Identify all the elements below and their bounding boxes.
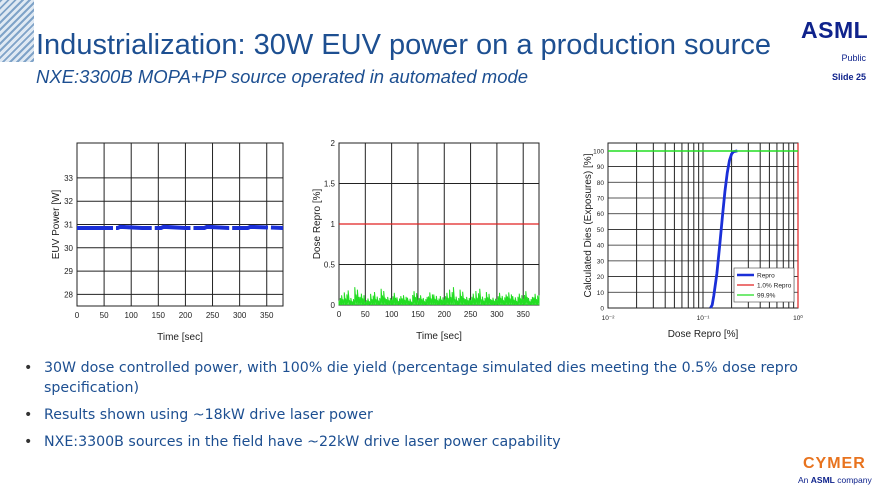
x-tick-label: 150	[152, 311, 166, 320]
y-tick-label: 1.5	[324, 180, 336, 189]
x-tick-label: 0	[337, 310, 342, 319]
dose-noise-series	[338, 287, 540, 306]
y-tick-label: 2	[331, 139, 336, 148]
y-tick-label: 28	[64, 290, 73, 299]
x-tick-label: 50	[100, 311, 109, 320]
x-axis-label: Time [sec]	[416, 331, 462, 342]
page-subtitle: NXE:3300B MOPA+PP source operated in aut…	[36, 66, 529, 87]
y-tick-label: 90	[597, 164, 605, 171]
dies-cdf-chart: 10⁻² 10⁻¹ 10⁰ 0 10 20 30 40 50 60 70 80 90 100 Repro 1.…	[583, 142, 803, 340]
y-tick-label: 32	[64, 197, 73, 206]
y-tick-label: 80	[597, 180, 605, 187]
bullet-text: 30W dose controlled power, with 100% die…	[44, 360, 798, 396]
power-series-line	[77, 224, 284, 230]
bullet-dot: •	[24, 407, 33, 423]
classification-label: Public	[841, 53, 866, 63]
y-axis-label: Calculated Dies (Exposures) [%]	[583, 153, 594, 297]
legend-label: Repro	[757, 273, 775, 280]
x-tick-label: 350	[260, 311, 274, 320]
plot-frame	[76, 142, 284, 307]
y-tick-label: 30	[64, 244, 73, 253]
bullet-item: • 30W dose controlled power, with 100% di…	[24, 358, 804, 398]
x-tick-label: 200	[179, 311, 193, 320]
y-tick-label: 10	[597, 290, 605, 297]
y-tick-label: 0.5	[324, 261, 336, 270]
legend-label: 1.0% Repro	[757, 283, 792, 290]
series-line-0	[709, 149, 738, 309]
bullet-dot: •	[24, 360, 33, 376]
dose-repro-chart: 0 50 100 150 200 250 300 350 0 0.5 1 1.5 2 Time [sec]…	[312, 139, 540, 342]
x-tick-label: 150	[411, 310, 425, 319]
page-title: Industrialization: 30W EUV power on a pr…	[36, 29, 772, 61]
x-tick-label: 250	[464, 310, 478, 319]
x-tick-label: 0	[75, 311, 80, 320]
corner-stripe-decoration	[0, 0, 34, 62]
x-tick-label: 300	[490, 310, 504, 319]
y-tick-label: 0	[331, 301, 336, 310]
y-tick-label: 100	[593, 148, 604, 155]
asml-logo: ASML	[801, 17, 869, 43]
x-tick-label: 250	[206, 311, 220, 320]
y-tick-label: 20	[597, 274, 605, 281]
cymer-tagline: An ASML company	[798, 475, 872, 485]
slide-number: Slide 25	[831, 72, 866, 82]
y-tick-label: 33	[64, 174, 73, 183]
x-tick-label: 10⁰	[793, 314, 803, 322]
bullet-text: NXE:3300B sources in the field have ~22k…	[44, 434, 561, 450]
bullet-text: Results shown using ~18kW drive laser po…	[44, 407, 373, 423]
x-tick-label: 200	[438, 310, 452, 319]
y-tick-label: 50	[597, 227, 605, 234]
bullet-dot: •	[24, 434, 33, 450]
y-axis-label: Dose Repro [%]	[312, 188, 323, 259]
bullet-item: • Results shown using ~18kW drive laser p…	[24, 405, 804, 425]
x-tick-label: 50	[361, 310, 370, 319]
x-tick-label: 10⁻²	[602, 315, 616, 322]
x-tick-label: 100	[385, 310, 399, 319]
y-tick-label: 1	[331, 220, 336, 229]
x-axis-label: Time [sec]	[157, 332, 203, 343]
euv-power-chart: 0 50 100 150 200 250 300 350 28 29 30 31 32 33 Time [s…	[51, 142, 284, 343]
cymer-tagline-prefix: An	[798, 475, 809, 485]
y-tick-label: 70	[597, 196, 605, 203]
x-tick-label: 10⁻¹	[697, 315, 711, 322]
x-tick-label: 300	[233, 311, 247, 320]
y-tick-label: 29	[64, 267, 73, 276]
x-tick-label: 350	[517, 310, 531, 319]
y-tick-label: 31	[64, 221, 73, 230]
bullet-item: • NXE:3300B sources in the field have ~22…	[24, 432, 804, 452]
y-axis-label: EUV Power [W]	[51, 190, 62, 260]
bullet-list: • 30W dose controlled power, with 100% di…	[24, 358, 804, 459]
legend-label: 99.9%	[757, 293, 776, 300]
x-axis-label: Dose Repro [%]	[668, 329, 739, 340]
cymer-tagline-suffix: company	[837, 475, 872, 485]
cymer-logo: CYMER	[803, 455, 866, 472]
x-tick-label: 100	[125, 311, 139, 320]
y-tick-label: 30	[597, 258, 605, 265]
y-tick-label: 60	[597, 211, 605, 218]
cymer-tagline-brand: ASML	[810, 475, 835, 485]
y-tick-label: 0	[600, 306, 604, 313]
y-tick-label: 40	[597, 243, 605, 250]
